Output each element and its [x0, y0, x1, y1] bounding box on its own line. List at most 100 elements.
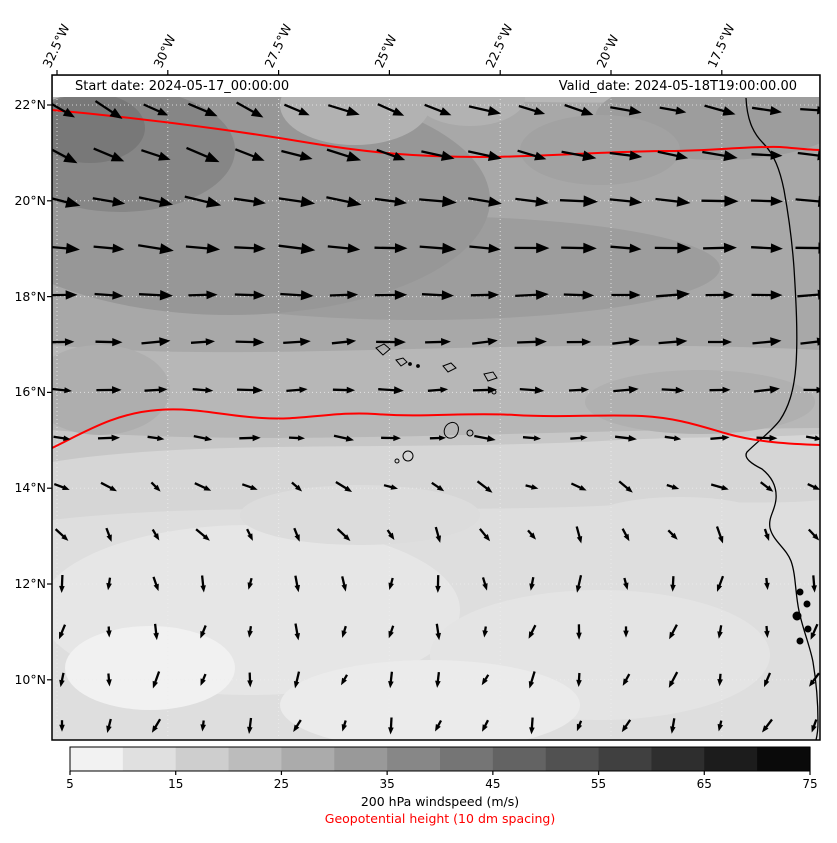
- wind-arrow-head: [583, 242, 597, 254]
- wind-arrow-head: [346, 151, 361, 162]
- colorbar-segment: [704, 747, 758, 771]
- colorbar-segment: [334, 747, 388, 771]
- wind-arrow-head: [435, 535, 441, 543]
- wind-arrow-head: [718, 535, 724, 544]
- wind-arrow-head: [809, 679, 816, 687]
- wind-arrow-head: [770, 150, 783, 160]
- wind-arrow-head: [247, 582, 253, 590]
- wind-arrow-head: [159, 337, 171, 347]
- wind-arrow-head: [64, 387, 72, 394]
- wind-arrow-head: [62, 107, 75, 118]
- wind-arrow-head: [582, 150, 597, 162]
- wind-arrow-head: [810, 632, 816, 640]
- wind-arrow-head: [153, 533, 160, 541]
- wind-arrow-head: [487, 106, 501, 116]
- colorbar-tick-label: 75: [802, 777, 817, 791]
- wind-arrow-head: [717, 723, 724, 732]
- wind-arrow-head: [345, 435, 354, 442]
- wind-arrow-head: [770, 196, 783, 206]
- wind-arrow-head: [112, 196, 126, 207]
- wind-arrow-head: [675, 151, 689, 161]
- wind-arrow-head: [669, 631, 675, 640]
- wind-arrow-head: [722, 338, 732, 346]
- wind-arrow-head: [816, 386, 820, 394]
- y-axis-tick-label: 18°N: [14, 288, 46, 304]
- wind-arrow-head: [203, 485, 212, 491]
- wind-arrow-head: [576, 632, 582, 640]
- wind-arrow-head: [112, 386, 122, 394]
- wind-arrow-head: [435, 724, 441, 732]
- wind-arrow-head: [488, 243, 501, 254]
- wind-arrow-head: [575, 585, 582, 593]
- wind-arrow-head: [676, 196, 691, 207]
- wind-arrow-head: [247, 726, 253, 734]
- wind-arrow-head: [487, 386, 497, 394]
- wind-arrow-head: [488, 290, 500, 300]
- wind-arrow-head: [440, 150, 455, 161]
- wind-arrow-head: [392, 107, 405, 116]
- wind-arrow-head: [247, 533, 253, 541]
- colorbar-tick-label: 55: [591, 777, 606, 791]
- wind-arrow-head: [628, 385, 639, 394]
- wind-arrow-head: [388, 630, 394, 639]
- wind-arrow-head: [576, 679, 582, 687]
- wind-arrow-head: [529, 532, 536, 540]
- wind-arrow-head: [762, 725, 769, 733]
- wind-arrow-head: [533, 107, 546, 115]
- wind-arrow-head: [487, 337, 498, 346]
- island-outline: [402, 450, 414, 462]
- wind-arrow-head: [341, 677, 347, 686]
- wind-arrow-head: [252, 434, 261, 442]
- wind-arrow-head: [769, 434, 778, 442]
- wind-arrow-head: [764, 679, 770, 688]
- wind-arrow-head: [677, 242, 692, 254]
- wind-arrow-head: [200, 630, 206, 639]
- wind-arrow-head: [394, 243, 408, 254]
- colorbar-segment: [598, 747, 653, 771]
- wind-arrow-head: [582, 290, 595, 300]
- wind-arrow-head: [764, 533, 770, 541]
- wind-arrow-head: [106, 725, 112, 733]
- wind-arrow-head: [485, 486, 493, 493]
- wind-arrow-head: [341, 630, 347, 638]
- wind-arrow-head: [442, 242, 457, 254]
- colorbar-frame: [69, 746, 811, 772]
- colorbar-segment: [440, 747, 494, 771]
- island-outline: [803, 600, 811, 608]
- island-outline: [804, 625, 812, 633]
- wind-arrow-head: [486, 435, 496, 442]
- wind-arrow-head: [764, 630, 770, 638]
- wind-arrow-head: [200, 724, 206, 732]
- y-axis-tick-label: 14°N: [14, 480, 46, 496]
- wind-arrow-head: [529, 583, 535, 591]
- wind-arrow-head: [253, 196, 266, 207]
- wind-arrow-head: [392, 151, 406, 161]
- wind-arrow-head: [488, 196, 502, 207]
- wind-arrow-head: [581, 386, 589, 393]
- wind-arrow-head: [109, 485, 117, 492]
- wind-arrow-head: [341, 724, 347, 732]
- wind-arrow-head: [206, 196, 222, 208]
- colorbar-segment: [387, 747, 441, 771]
- wind-arrow-head: [390, 484, 398, 490]
- island-outline: [796, 588, 804, 596]
- wind-arrow-head: [482, 583, 488, 591]
- wind-arrow-head: [204, 107, 218, 117]
- wind-arrow-head: [106, 630, 112, 638]
- colorbar-tick-label: 35: [380, 777, 395, 791]
- wind-arrow-head: [722, 386, 731, 394]
- colorbar-segment: [651, 747, 705, 771]
- wind-arrow-head: [153, 484, 161, 492]
- wind-arrow-head: [106, 679, 112, 687]
- wind-arrow-head: [65, 242, 80, 254]
- wind-arrow-head: [717, 631, 723, 639]
- wind-arrow-head: [251, 151, 265, 161]
- wind-arrow-head: [204, 435, 213, 442]
- wind-arrow-head: [300, 243, 316, 255]
- wind-arrow-head: [158, 151, 171, 161]
- wind-arrow-head: [62, 484, 70, 490]
- wind-arrow-head: [106, 582, 112, 591]
- wind-arrow-head: [675, 106, 687, 115]
- colorbar-tick-label: 5: [66, 777, 74, 791]
- wind-arrow-head: [247, 630, 253, 638]
